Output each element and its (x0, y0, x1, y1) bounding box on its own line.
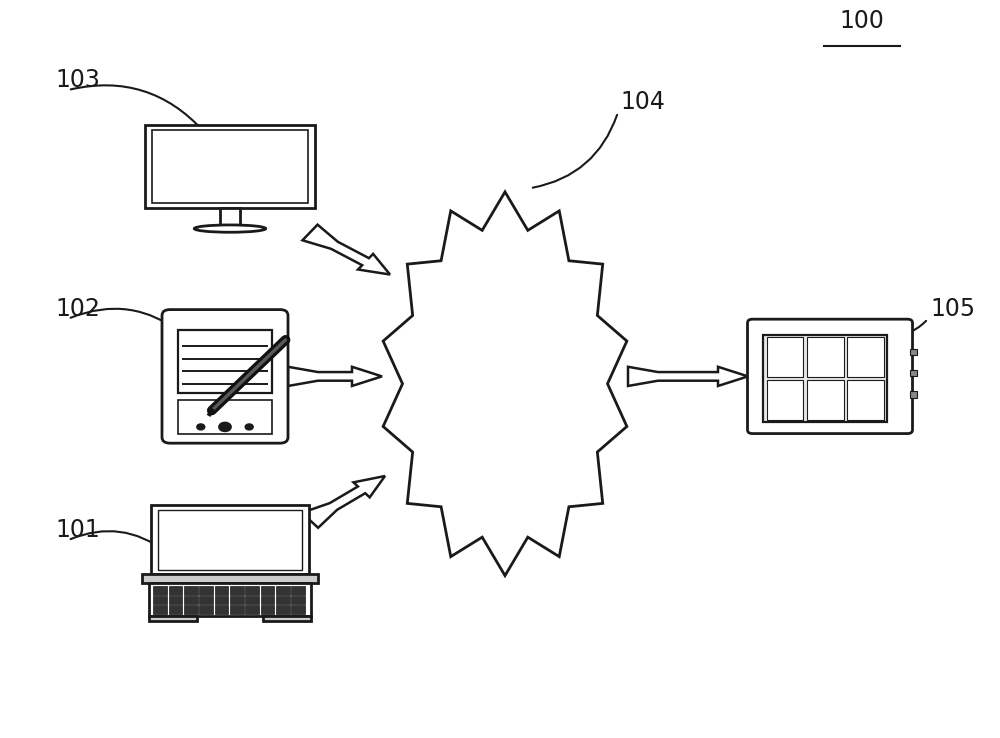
FancyBboxPatch shape (263, 615, 311, 621)
FancyBboxPatch shape (276, 596, 290, 604)
FancyBboxPatch shape (230, 587, 244, 595)
FancyBboxPatch shape (199, 596, 213, 604)
Text: 101: 101 (55, 518, 100, 542)
Ellipse shape (194, 225, 266, 232)
FancyBboxPatch shape (763, 334, 887, 422)
FancyBboxPatch shape (910, 348, 917, 355)
FancyBboxPatch shape (220, 207, 240, 225)
Text: 102: 102 (55, 297, 100, 321)
FancyBboxPatch shape (162, 310, 288, 443)
Polygon shape (383, 192, 627, 576)
Text: 104: 104 (620, 90, 665, 114)
FancyBboxPatch shape (847, 380, 884, 420)
FancyBboxPatch shape (807, 380, 844, 420)
FancyBboxPatch shape (215, 596, 228, 604)
Circle shape (219, 422, 231, 432)
Text: 100: 100 (840, 9, 884, 33)
FancyBboxPatch shape (153, 596, 167, 604)
FancyBboxPatch shape (261, 596, 274, 604)
FancyBboxPatch shape (158, 510, 302, 570)
FancyBboxPatch shape (178, 400, 272, 435)
FancyBboxPatch shape (245, 587, 259, 595)
FancyBboxPatch shape (169, 587, 182, 595)
FancyBboxPatch shape (276, 587, 290, 595)
FancyBboxPatch shape (149, 583, 311, 615)
Polygon shape (302, 224, 390, 275)
FancyBboxPatch shape (847, 337, 884, 377)
FancyBboxPatch shape (291, 587, 305, 595)
FancyBboxPatch shape (199, 587, 213, 595)
FancyBboxPatch shape (807, 337, 844, 377)
Polygon shape (288, 367, 382, 386)
Text: 103: 103 (55, 68, 100, 92)
FancyBboxPatch shape (276, 605, 290, 614)
FancyBboxPatch shape (261, 587, 274, 595)
FancyBboxPatch shape (215, 587, 228, 595)
FancyBboxPatch shape (184, 605, 198, 614)
FancyBboxPatch shape (169, 605, 182, 614)
FancyBboxPatch shape (910, 370, 917, 376)
FancyBboxPatch shape (747, 319, 912, 433)
FancyBboxPatch shape (230, 605, 244, 614)
FancyBboxPatch shape (230, 596, 244, 604)
FancyBboxPatch shape (291, 596, 305, 604)
FancyBboxPatch shape (767, 337, 803, 377)
FancyBboxPatch shape (152, 131, 308, 203)
Circle shape (245, 424, 253, 430)
FancyBboxPatch shape (291, 605, 305, 614)
Polygon shape (628, 367, 748, 386)
FancyBboxPatch shape (910, 391, 917, 398)
FancyBboxPatch shape (184, 596, 198, 604)
FancyBboxPatch shape (215, 605, 228, 614)
FancyBboxPatch shape (151, 506, 309, 574)
Polygon shape (302, 476, 385, 528)
FancyBboxPatch shape (169, 596, 182, 604)
FancyBboxPatch shape (153, 587, 167, 595)
Circle shape (197, 424, 205, 430)
Text: 105: 105 (930, 297, 975, 321)
FancyBboxPatch shape (184, 587, 198, 595)
FancyBboxPatch shape (199, 605, 213, 614)
FancyBboxPatch shape (142, 574, 318, 583)
FancyBboxPatch shape (153, 605, 167, 614)
FancyBboxPatch shape (149, 615, 197, 621)
FancyBboxPatch shape (245, 596, 259, 604)
FancyBboxPatch shape (178, 330, 272, 393)
FancyBboxPatch shape (261, 605, 274, 614)
FancyBboxPatch shape (145, 125, 315, 207)
FancyBboxPatch shape (245, 605, 259, 614)
FancyBboxPatch shape (767, 380, 803, 420)
